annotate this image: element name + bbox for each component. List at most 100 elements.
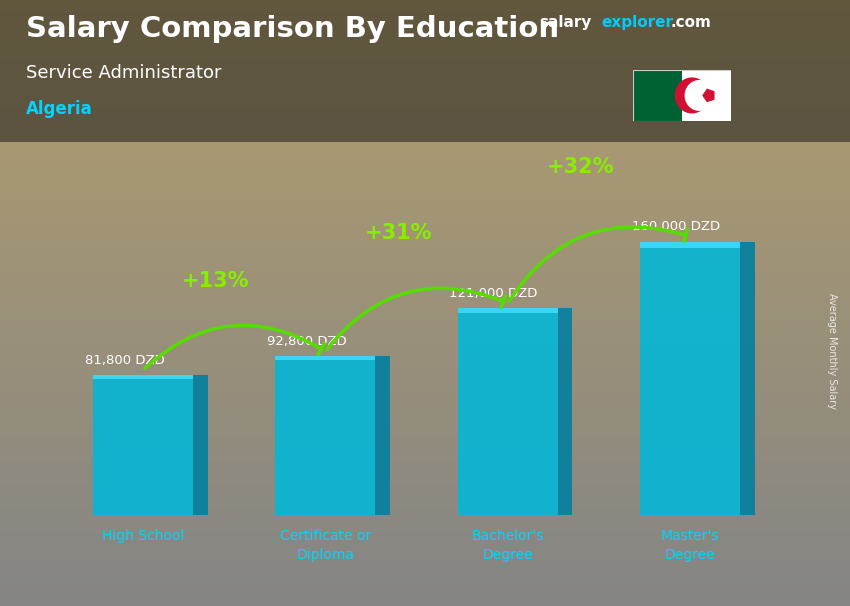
Text: Service Administrator: Service Administrator xyxy=(26,64,221,82)
Bar xyxy=(0,97,850,103)
Text: 160,000 DZD: 160,000 DZD xyxy=(632,221,720,233)
Bar xyxy=(0,109,850,115)
Bar xyxy=(0,364,850,370)
Bar xyxy=(0,230,850,236)
Bar xyxy=(0,497,850,503)
Bar xyxy=(0,303,850,309)
Bar xyxy=(0,273,850,279)
Bar xyxy=(0,503,850,509)
Bar xyxy=(0,436,850,442)
Bar xyxy=(0,467,850,473)
Bar xyxy=(0,133,850,139)
Bar xyxy=(0,345,850,351)
Bar xyxy=(0,382,850,388)
Bar xyxy=(0,564,850,570)
Bar xyxy=(0,188,850,194)
Bar xyxy=(0,36,850,42)
Bar xyxy=(0,212,850,218)
Bar xyxy=(0,6,850,12)
Bar xyxy=(0,267,850,273)
Bar xyxy=(93,375,193,515)
Bar xyxy=(633,70,682,121)
Text: 121,000 DZD: 121,000 DZD xyxy=(449,287,537,300)
Bar xyxy=(376,356,390,515)
Bar xyxy=(0,309,850,315)
Bar xyxy=(0,224,850,230)
Bar xyxy=(275,356,376,515)
Bar xyxy=(93,375,193,379)
Bar xyxy=(0,73,850,79)
Bar xyxy=(0,61,850,67)
Bar xyxy=(0,236,850,242)
Text: +31%: +31% xyxy=(365,223,432,243)
Bar xyxy=(0,570,850,576)
Bar xyxy=(0,12,850,18)
Bar xyxy=(0,430,850,436)
Bar xyxy=(0,473,850,479)
Bar xyxy=(0,388,850,394)
Bar xyxy=(0,448,850,454)
Bar xyxy=(0,218,850,224)
Bar xyxy=(0,370,850,376)
Bar xyxy=(0,321,850,327)
Bar xyxy=(0,279,850,285)
Bar xyxy=(457,308,558,313)
Text: 92,800 DZD: 92,800 DZD xyxy=(267,335,347,348)
Bar xyxy=(0,545,850,551)
Bar xyxy=(0,333,850,339)
Bar xyxy=(0,351,850,358)
Bar xyxy=(0,127,850,133)
Text: +13%: +13% xyxy=(182,271,250,291)
Bar xyxy=(0,418,850,424)
Bar xyxy=(0,200,850,206)
Bar xyxy=(0,18,850,24)
Bar xyxy=(0,145,850,152)
Bar xyxy=(558,308,573,515)
Bar xyxy=(0,139,850,145)
Bar xyxy=(0,91,850,97)
Bar xyxy=(0,461,850,467)
Bar xyxy=(0,315,850,321)
Bar xyxy=(0,55,850,61)
Bar xyxy=(0,509,850,515)
Bar xyxy=(0,0,850,6)
Text: Salary Comparison By Education: Salary Comparison By Education xyxy=(26,15,558,43)
Bar xyxy=(0,164,850,170)
Bar xyxy=(0,79,850,85)
Wedge shape xyxy=(675,78,708,113)
Bar xyxy=(0,533,850,539)
Bar xyxy=(0,327,850,333)
Bar xyxy=(0,152,850,158)
Bar xyxy=(0,558,850,564)
Bar xyxy=(640,242,740,248)
Bar xyxy=(0,442,850,448)
Bar xyxy=(0,400,850,406)
Text: salary: salary xyxy=(540,15,592,30)
Bar xyxy=(0,182,850,188)
Bar xyxy=(0,485,850,491)
Bar xyxy=(0,491,850,497)
Text: 81,800 DZD: 81,800 DZD xyxy=(85,354,164,367)
Bar xyxy=(0,339,850,345)
Bar xyxy=(0,539,850,545)
Bar xyxy=(0,255,850,261)
Bar xyxy=(0,285,850,291)
Bar xyxy=(0,297,850,303)
Bar xyxy=(640,242,740,515)
Bar xyxy=(0,261,850,267)
Bar xyxy=(0,424,850,430)
Bar xyxy=(0,85,850,91)
Bar xyxy=(0,206,850,212)
Bar xyxy=(0,479,850,485)
Bar xyxy=(0,242,850,248)
Bar xyxy=(0,594,850,600)
Bar xyxy=(0,48,850,55)
Bar xyxy=(0,121,850,127)
Bar xyxy=(740,242,755,515)
Bar xyxy=(0,394,850,400)
Bar xyxy=(0,358,850,364)
Bar xyxy=(275,356,376,361)
Bar xyxy=(457,308,558,515)
Bar xyxy=(0,194,850,200)
Bar xyxy=(0,67,850,73)
